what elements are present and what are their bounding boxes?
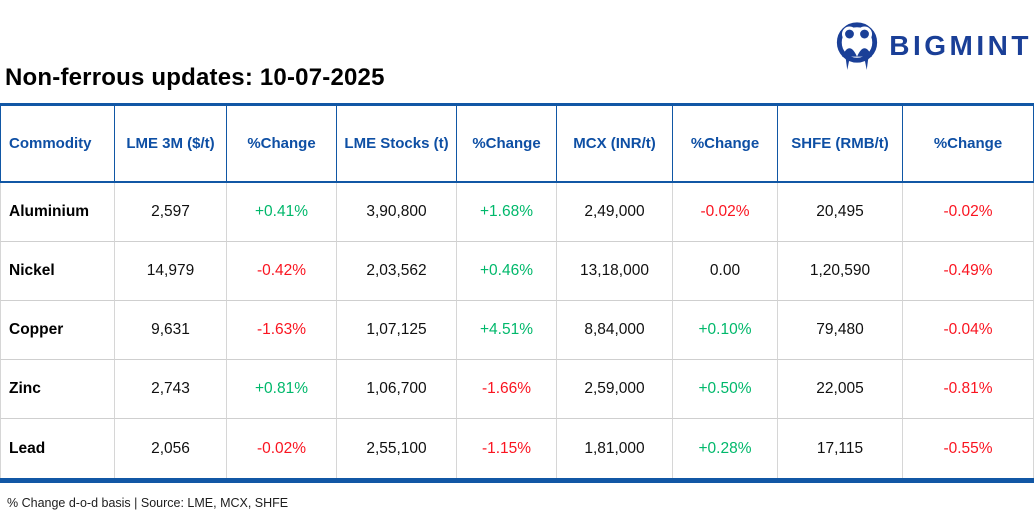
table-row: Lead 2,056 -0.02% 2,55,100 -1.15% 1,81,000 +0.… [0, 419, 1034, 478]
table-cell: 22,005 [778, 360, 903, 419]
table-cell: -0.02% [227, 419, 337, 478]
table-cell: 3,90,800 [337, 183, 457, 242]
column-header: %Change [227, 106, 337, 183]
table-cell: 1,07,125 [337, 301, 457, 360]
column-header: LME Stocks (t) [337, 106, 457, 183]
table-row: Copper 9,631 -1.63% 1,07,125 +4.51% 8,84,000 +… [0, 301, 1034, 360]
table-cell: +0.10% [673, 301, 778, 360]
table-header: Commodity LME 3M ($/t) %Change LME Stocks (… [0, 106, 1034, 183]
table-cell: 0.00 [673, 242, 778, 301]
bigmint-people-icon [834, 20, 880, 72]
commodity-name: Lead [0, 419, 115, 478]
column-header: %Change [903, 106, 1034, 183]
table-cell: 2,55,100 [337, 419, 457, 478]
table-cell: 8,84,000 [557, 301, 673, 360]
table-cell: 2,59,000 [557, 360, 673, 419]
table-header-row: Commodity LME 3M ($/t) %Change LME Stocks (… [0, 106, 1034, 183]
table-cell: +0.81% [227, 360, 337, 419]
table-cell: -1.15% [457, 419, 557, 478]
commodity-name: Copper [0, 301, 115, 360]
table-cell: -0.02% [903, 183, 1034, 242]
commodity-name: Nickel [0, 242, 115, 301]
table-cell: +0.50% [673, 360, 778, 419]
commodity-table: Commodity LME 3M ($/t) %Change LME Stocks (… [0, 103, 1034, 483]
table-cell: 9,631 [115, 301, 227, 360]
table-body: Aluminium 2,597 +0.41% 3,90,800 +1.68% 2,49,0… [0, 183, 1034, 478]
table-cell: -0.02% [673, 183, 778, 242]
table-row: Aluminium 2,597 +0.41% 3,90,800 +1.68% 2,49,0… [0, 183, 1034, 242]
table-cell: 1,20,590 [778, 242, 903, 301]
table-cell: +4.51% [457, 301, 557, 360]
column-header: Commodity [0, 106, 115, 183]
table-cell: -0.04% [903, 301, 1034, 360]
table-cell: -0.81% [903, 360, 1034, 419]
table-cell: -1.63% [227, 301, 337, 360]
table-cell: 2,743 [115, 360, 227, 419]
table-cell: 1,06,700 [337, 360, 457, 419]
column-header: %Change [673, 106, 778, 183]
table-cell: -0.55% [903, 419, 1034, 478]
column-header: SHFE (RMB/t) [778, 106, 903, 183]
brand-name: BIGMINT [889, 30, 1032, 61]
table-cell: 20,495 [778, 183, 903, 242]
column-header: %Change [457, 106, 557, 183]
table-cell: +0.28% [673, 419, 778, 478]
column-header: MCX (INR/t) [557, 106, 673, 183]
table-cell: 13,18,000 [557, 242, 673, 301]
table-cell: 79,480 [778, 301, 903, 360]
bigmint-logo: BIGMINT [834, 20, 1032, 72]
table-cell: -1.66% [457, 360, 557, 419]
page-title: Non-ferrous updates: 10-07-2025 [5, 64, 385, 91]
commodity-name: Aluminium [0, 183, 115, 242]
table-row: Zinc 2,743 +0.81% 1,06,700 -1.66% 2,59,000 +0.… [0, 360, 1034, 419]
table-cell: 17,115 [778, 419, 903, 478]
column-header: LME 3M ($/t) [115, 106, 227, 183]
table-cell: 2,49,000 [557, 183, 673, 242]
table-cell: -0.42% [227, 242, 337, 301]
table-cell: +0.46% [457, 242, 557, 301]
table-cell: +0.41% [227, 183, 337, 242]
table-cell: 2,03,562 [337, 242, 457, 301]
commodity-name: Zinc [0, 360, 115, 419]
table-cell: 2,597 [115, 183, 227, 242]
table-cell: -0.49% [903, 242, 1034, 301]
table-row: Nickel 14,979 -0.42% 2,03,562 +0.46% 13,18,00… [0, 242, 1034, 301]
table-cell: +1.68% [457, 183, 557, 242]
table-cell: 14,979 [115, 242, 227, 301]
source-note: % Change d-o-d basis | Source: LME, MCX,… [7, 496, 289, 510]
commodity-table-wrap: Commodity LME 3M ($/t) %Change LME Stocks (… [0, 103, 1034, 483]
table-cell: 2,056 [115, 419, 227, 478]
table-cell: 1,81,000 [557, 419, 673, 478]
